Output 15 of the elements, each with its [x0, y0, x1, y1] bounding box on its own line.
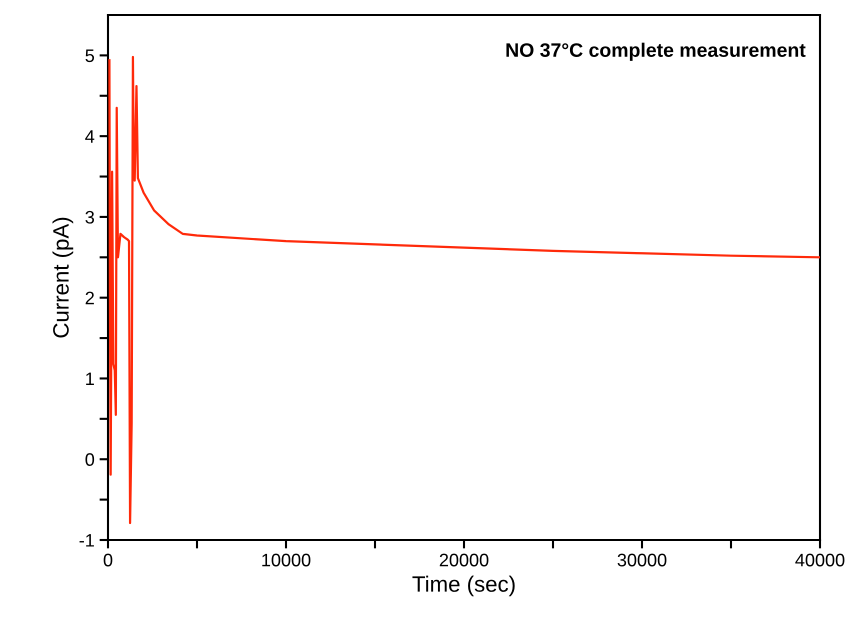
y-tick-label: 3 [85, 210, 94, 224]
y-tick-label: 4 [85, 130, 94, 143]
y-axis-title: Current (pA) [52, 218, 74, 338]
x-tick-label: 30000 [618, 554, 666, 566]
x-axis-title: Time (sec) [412, 576, 515, 596]
y-tick-label: 5 [85, 50, 94, 62]
y-tick-label: 1 [86, 372, 94, 386]
x-tick-label: 20000 [440, 554, 488, 566]
y-tick-label: -1 [80, 534, 94, 547]
y-tick-label: 2 [86, 292, 94, 304]
x-tick-label: 10000 [262, 554, 310, 566]
y-tick-label: 0 [85, 453, 94, 466]
x-tick-label: 0 [104, 554, 112, 566]
x-tick-label: 40000 [795, 554, 844, 566]
annotation: NO 37°C complete measurement [506, 42, 806, 61]
